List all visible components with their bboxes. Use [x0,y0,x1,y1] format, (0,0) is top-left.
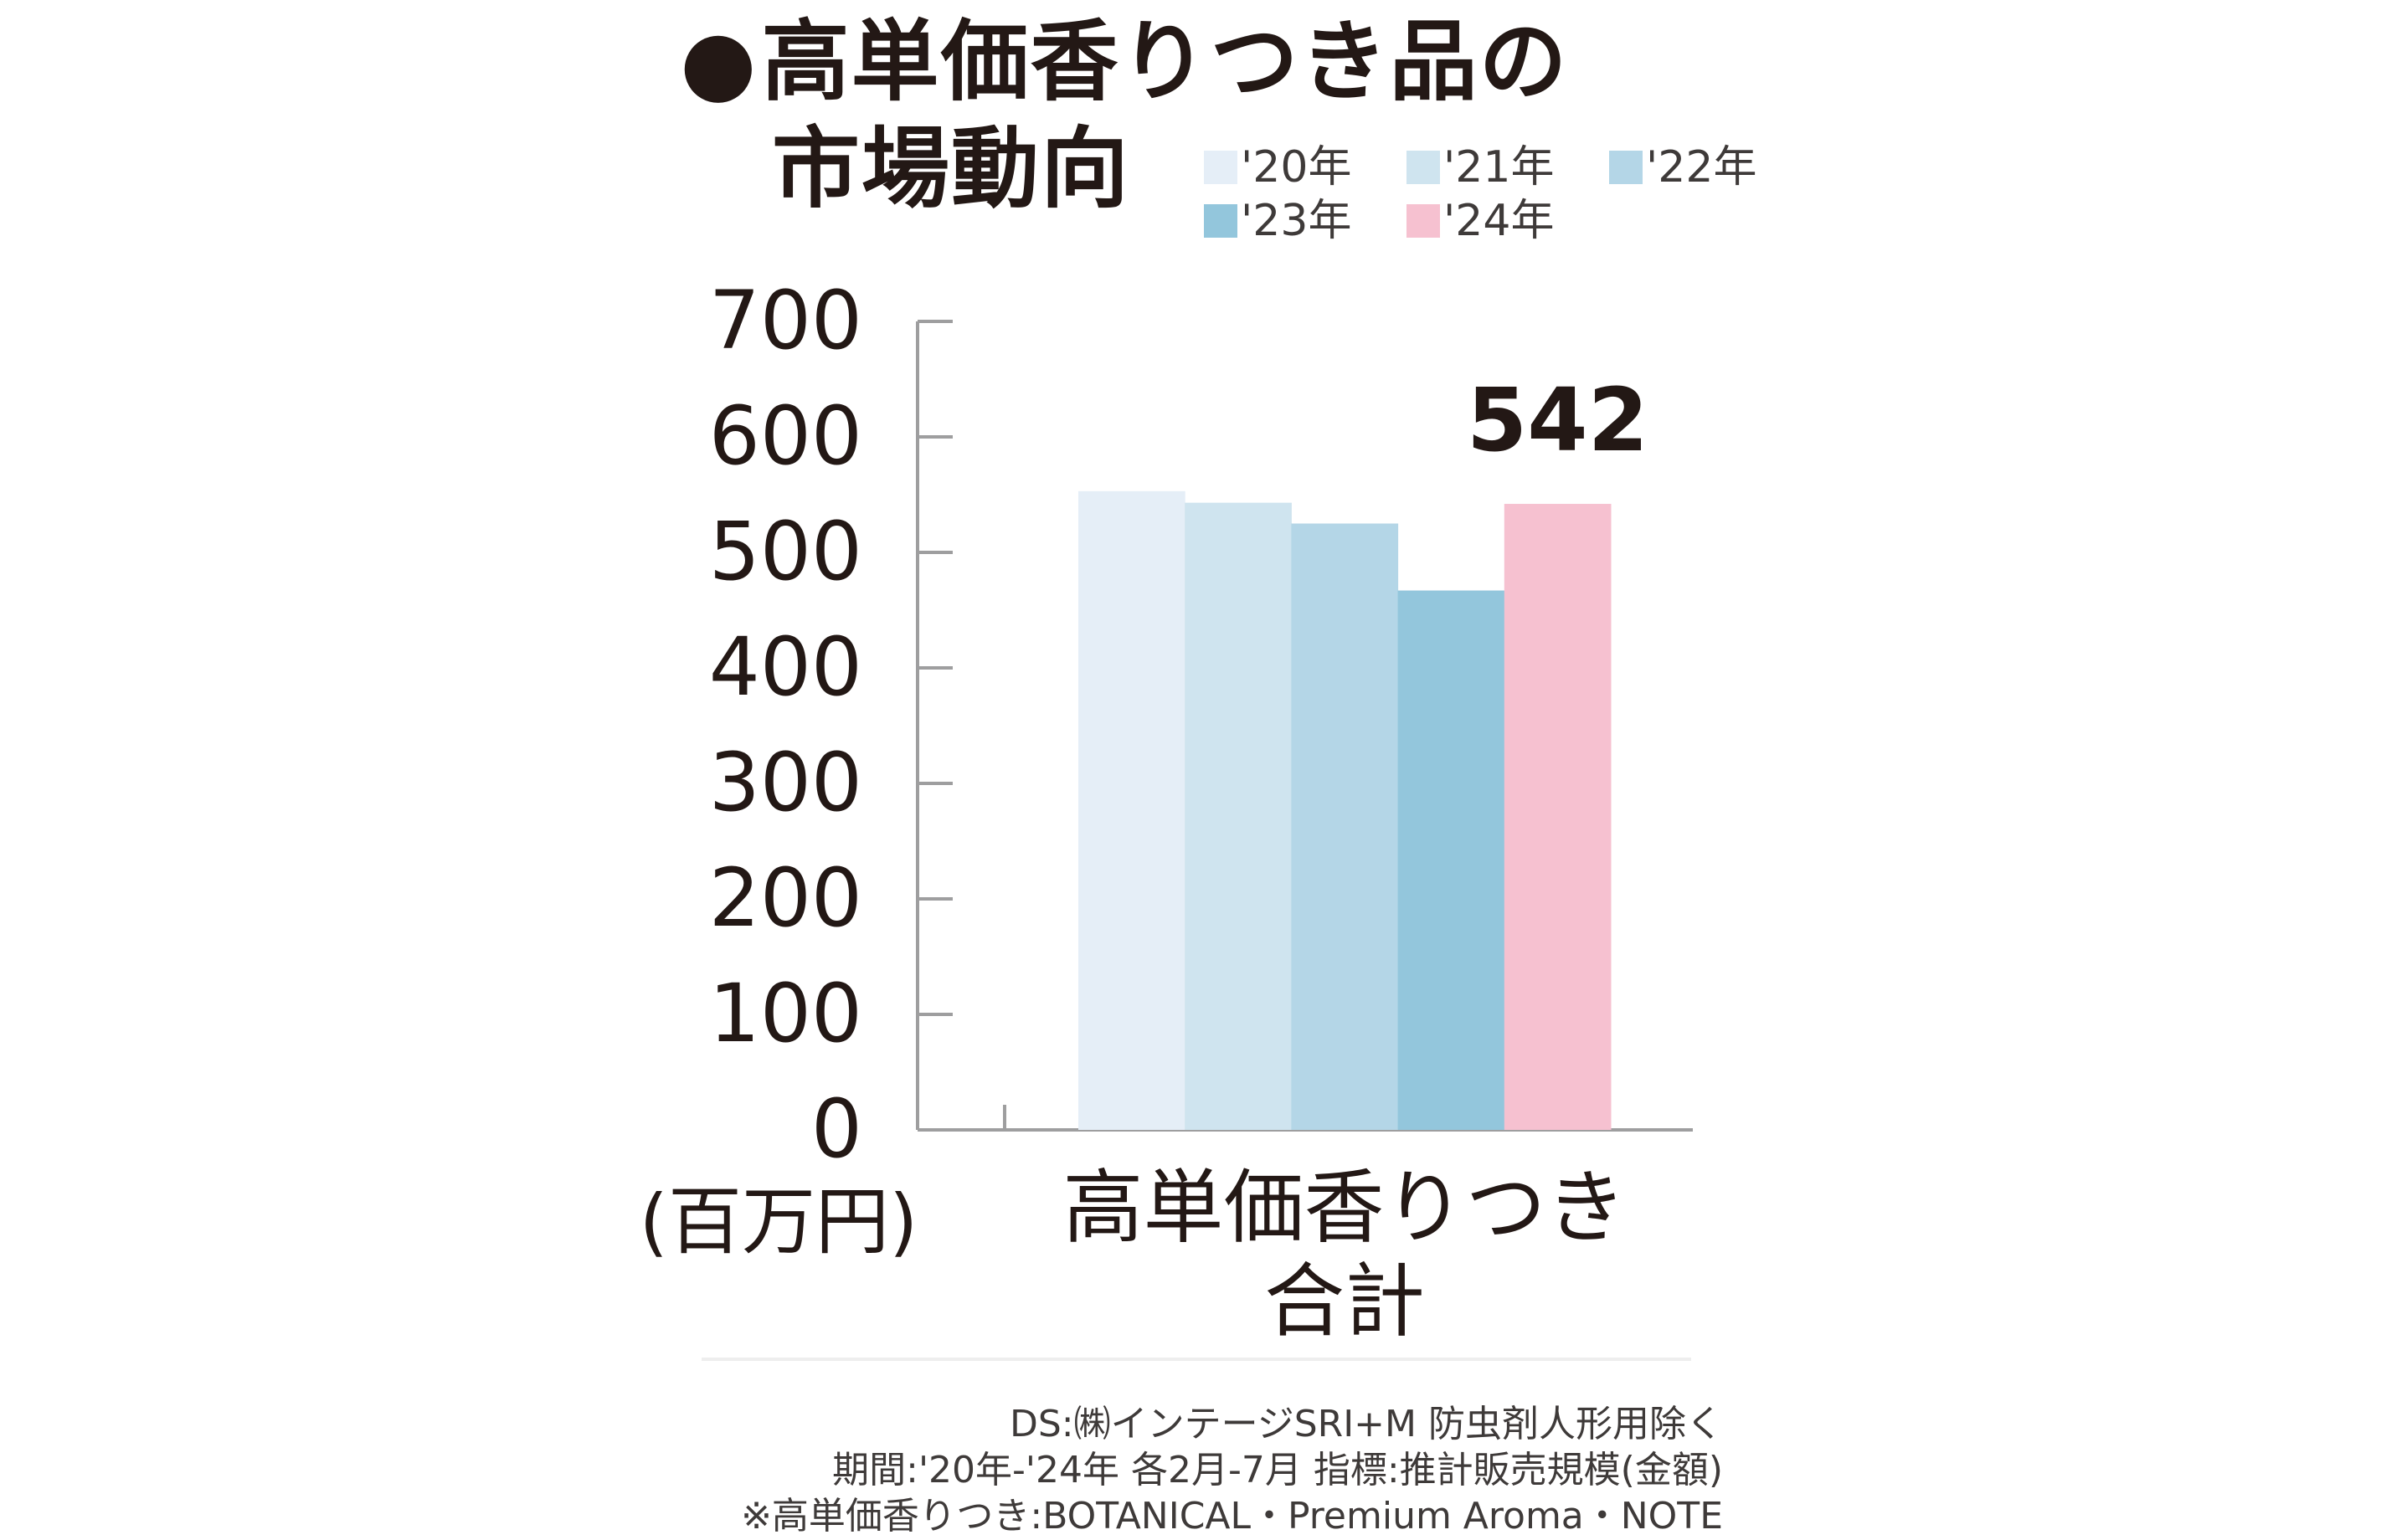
source-note: DS:㈱インテージSRI+M 防虫剤人形用除く 期間:'20年-'24年 各2月… [741,1401,1723,1539]
y-tick-label: 500 [709,505,862,598]
data-label: 542 [1467,369,1648,471]
divider [702,1358,1691,1361]
bar [1078,490,1185,1130]
bar [1504,504,1612,1130]
x-category-label: 合計 [1264,1255,1425,1348]
legend-swatch [1204,204,1237,238]
legend-label: '24年 [1443,196,1555,246]
legend-swatch [1406,151,1440,184]
legend-label: '20年 [1241,142,1352,192]
chart-title: ●高単価香りつき品の 市場動向 [680,8,1684,223]
y-tick-label: 700 [709,274,862,367]
chart-bars [1078,490,1612,1130]
y-tick-label: 300 [709,736,862,829]
x-category-label: 高単価香りつき [1063,1161,1627,1255]
bar [1291,523,1399,1130]
y-tick-label: 100 [709,967,862,1060]
legend-item-2020: '20年 [1204,141,1406,194]
bar [1397,590,1505,1130]
legend-item-2021: '21年 [1406,141,1609,194]
y-axis-unit-label: (百万円) [640,1178,918,1265]
bar [1185,502,1292,1130]
source-line-3: ※高単価香りつき:BOTANICAL・Premium Aroma・NOTE [741,1495,1723,1537]
legend: '20年 '21年 '22年 '23年 '24年 [1204,141,1840,248]
legend-swatch [1609,151,1643,184]
title-bullet: ● [680,11,759,113]
legend-row-1: '20年 '21年 '22年 [1204,141,1840,194]
legend-swatch [1204,151,1237,184]
legend-item-2023: '23年 [1204,194,1406,248]
y-tick-label: 0 [811,1082,862,1176]
y-tick-label: 600 [709,389,862,483]
legend-row-2: '23年 '24年 [1204,194,1840,248]
legend-label: '21年 [1443,142,1555,192]
y-tick-label: 400 [709,620,862,714]
title-line-2: 市場動向 [772,118,1131,220]
legend-item-2024: '24年 [1406,194,1609,248]
title-line-1: 高単価香りつき品の [761,11,1569,113]
legend-label: '23年 [1241,196,1352,246]
legend-label: '22年 [1646,142,1757,192]
legend-item-2022: '22年 [1609,141,1812,194]
y-tick-label: 200 [709,851,862,945]
legend-swatch [1406,204,1440,238]
source-line-2: 期間:'20年-'24年 各2月-7月 指標:推計販売規模(金額) [832,1449,1723,1491]
source-line-1: DS:㈱インテージSRI+M 防虫剤人形用除く [1009,1403,1723,1445]
